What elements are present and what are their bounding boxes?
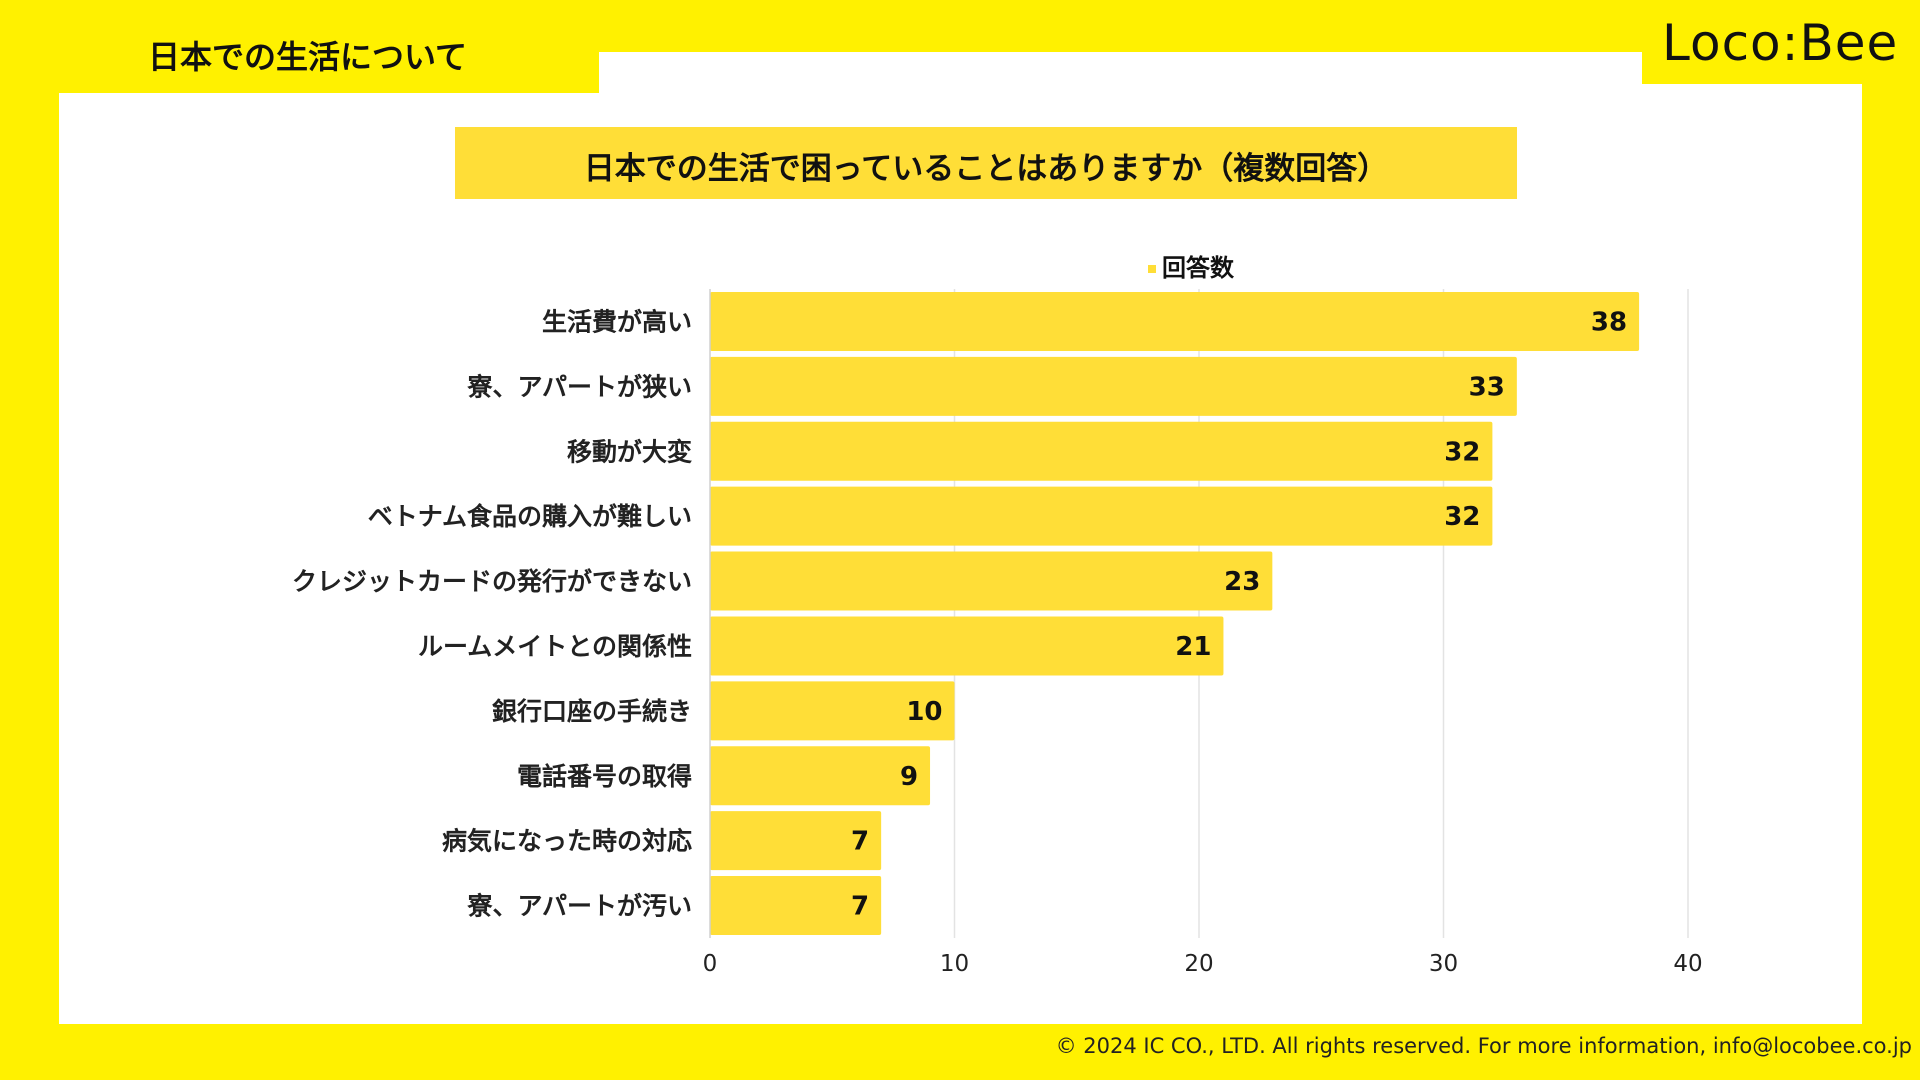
legend-label: 回答数 (1162, 254, 1234, 282)
bar-5 (710, 616, 1224, 676)
chart-title: 日本での生活で困っていることはありますか（複数回答） (583, 151, 1389, 187)
category-label-4: クレジットカードの発行ができない (292, 567, 692, 596)
category-label-8: 病気になった時の対応 (442, 827, 692, 856)
value-label-0: 38 (1591, 307, 1627, 337)
bar-9 (710, 876, 882, 936)
bar-6 (710, 681, 955, 741)
category-label-9: 寮、アパートが汚い (466, 892, 692, 921)
value-label-1: 33 (1469, 372, 1505, 402)
section-tab: 日本での生活について (0, 0, 598, 92)
bar-1 (710, 356, 1517, 416)
value-label-3: 32 (1444, 502, 1480, 532)
chart-legend: 回答数 (1148, 248, 1234, 282)
bar-8 (710, 811, 882, 871)
category-label-0: 生活費が高い (542, 307, 692, 336)
category-label-6: 銀行口座の手続き (492, 697, 692, 726)
category-label-5: ルームメイトとの関係性 (418, 632, 692, 661)
chart-title-box: 日本での生活で困っていることはありますか（複数回答） (455, 127, 1517, 199)
value-label-9: 7 (851, 892, 869, 922)
x-tick-label-40: 40 (1673, 951, 1702, 977)
value-label-2: 32 (1444, 437, 1480, 467)
value-label-5: 21 (1175, 632, 1211, 662)
value-label-8: 7 (851, 827, 869, 857)
copyright-footer: © 2024 IC CO., LTD. All rights reserved.… (1055, 1034, 1912, 1058)
logo-text: Loco:Bee (1662, 14, 1899, 72)
value-label-7: 9 (900, 762, 918, 792)
bar-7 (710, 746, 931, 806)
x-tick-label-30: 30 (1429, 951, 1458, 977)
x-tick-label-20: 20 (1184, 951, 1213, 977)
category-label-1: 寮、アパートが狭い (466, 372, 692, 401)
brand-logo: Loco:Bee (1642, 0, 1920, 84)
bar-3 (710, 486, 1493, 546)
x-tick-label-0: 0 (703, 951, 718, 977)
bar-0 (710, 291, 1640, 351)
category-label-3: ベトナム食品の購入が難しい (368, 502, 692, 531)
section-title: 日本での生活について (148, 38, 468, 76)
bar-2 (710, 421, 1493, 481)
legend-swatch (1148, 265, 1156, 273)
bar-4 (710, 551, 1273, 611)
value-label-6: 10 (906, 697, 942, 727)
category-label-7: 電話番号の取得 (517, 762, 692, 791)
category-label-2: 移動が大変 (567, 437, 692, 466)
x-tick-label-10: 10 (940, 951, 969, 977)
value-label-4: 23 (1224, 567, 1260, 597)
